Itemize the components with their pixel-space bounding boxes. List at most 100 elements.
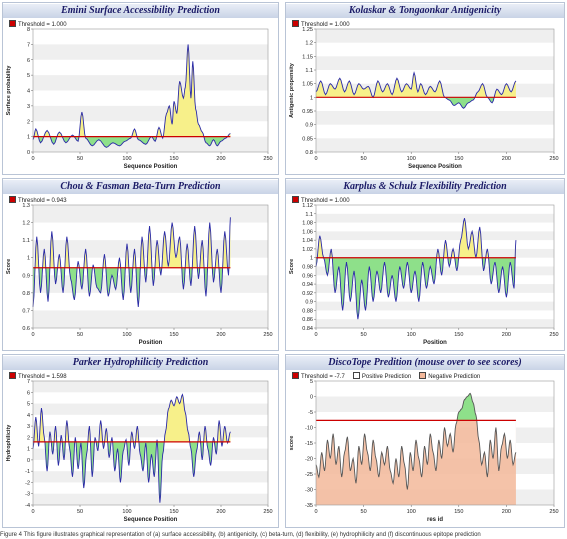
y-tick-label: 0.8 xyxy=(22,291,30,297)
x-tick-label: 100 xyxy=(122,332,131,338)
legend-item: Threshold = 1.000 xyxy=(9,20,67,28)
parker-hydrophilicity-x-axis-label: Sequence Position xyxy=(124,517,178,523)
score-line xyxy=(32,393,231,503)
x-tick-label: 150 xyxy=(454,156,463,162)
grid-band xyxy=(316,248,554,258)
legend-swatch xyxy=(292,20,299,27)
y-tick-label: 1.12 xyxy=(302,203,313,209)
above-threshold-area xyxy=(33,44,231,137)
grid-band xyxy=(316,138,554,152)
x-tick-label: 50 xyxy=(361,509,367,515)
x-tick-label: 200 xyxy=(502,156,511,162)
chou-fasman-beta-turn-x-axis-label: Position xyxy=(139,340,163,346)
legend-swatch xyxy=(9,196,16,203)
legend-label: Threshold = 1.598 xyxy=(18,374,67,380)
legend-swatch xyxy=(419,372,427,379)
y-tick-label: 0.92 xyxy=(302,291,313,297)
y-tick-label: 0.9 xyxy=(22,273,30,279)
legend-label: Threshold = 1.000 xyxy=(301,22,350,28)
y-tick-label: 1 xyxy=(27,256,30,262)
grid-band xyxy=(33,105,268,122)
emini-surface-plot: 0 50 100 150 200 250 0 1 2 3 4 5 6 7 8 Sequence Positio… xyxy=(6,27,273,170)
parker-hydrophilicity-y-axis-label: Hydrophilicity xyxy=(6,424,12,462)
positive-prediction-area xyxy=(316,393,516,421)
kolaskar-antigenicity-y-axis-label: Antigenic propensity xyxy=(289,62,295,118)
x-tick-label: 200 xyxy=(216,156,225,162)
emini-surface-panel: Emini Surface Accessibility Prediction Th… xyxy=(2,2,279,175)
y-tick-label: 5 xyxy=(27,402,30,408)
grid-band xyxy=(316,396,554,412)
below-threshold-area xyxy=(316,97,516,109)
y-tick-label: 1.1 xyxy=(305,68,313,74)
x-tick-label: 150 xyxy=(169,156,178,162)
parker-hydrophilicity-panel: Parker Hydrophilicity Prediction Threshol… xyxy=(2,354,279,528)
emini-surface-legend: Threshold = 1.000 xyxy=(9,20,75,28)
x-tick-label: 0 xyxy=(314,156,317,162)
y-tick-label: -35 xyxy=(305,503,313,509)
x-tick-label: 100 xyxy=(122,509,131,515)
karplus-schulz-flexibility-x-axis-label: Position xyxy=(423,340,447,346)
x-tick-label: 100 xyxy=(407,509,416,515)
discotope-plot: 0 50 100 150 200 250 -35 -30 -25 -20 -15 -10 -5 0 5 res… xyxy=(289,379,559,523)
y-tick-label: -20 xyxy=(305,457,313,463)
emini-surface-y-axis-label: Surface probability xyxy=(6,65,12,116)
y-tick-label: 1.15 xyxy=(302,54,313,60)
y-tick-label: 0.7 xyxy=(22,308,30,314)
grid-band xyxy=(33,275,268,293)
y-tick-label: -1 xyxy=(25,469,30,475)
score-line xyxy=(315,218,517,320)
grid-band xyxy=(316,301,554,311)
legend-label: Threshold = 0.943 xyxy=(18,198,67,204)
x-tick-label: 150 xyxy=(169,509,178,515)
y-tick-label: 1 xyxy=(310,95,313,101)
grid-band xyxy=(316,231,554,241)
grid-band xyxy=(316,56,554,70)
x-tick-label: 250 xyxy=(263,156,272,162)
y-tick-label: 1.06 xyxy=(302,229,313,235)
x-tick-label: 200 xyxy=(216,332,225,338)
y-tick-label: 2 xyxy=(27,435,30,441)
y-tick-label: 0 xyxy=(310,395,313,401)
grid-band xyxy=(33,205,268,223)
discotope-y-axis-label: score xyxy=(289,436,295,451)
y-tick-label: 4 xyxy=(27,413,30,419)
y-tick-label: 1 xyxy=(310,256,313,262)
x-tick-label: 100 xyxy=(122,156,131,162)
legend-item: Negative Prediction xyxy=(419,372,480,380)
below-threshold-area xyxy=(33,267,231,307)
chou-fasman-beta-turn-y-axis-label: Score xyxy=(6,259,12,274)
chou-fasman-beta-turn-legend: Threshold = 0.943 xyxy=(9,196,75,204)
discotope-legend: Threshold = -7.7 Positive Prediction Negat… xyxy=(292,372,488,380)
y-tick-label: 0.6 xyxy=(22,326,30,332)
below-score-area xyxy=(316,420,516,490)
legend-item: Threshold = 0.943 xyxy=(9,196,67,204)
y-tick-label: -4 xyxy=(25,503,30,509)
y-tick-label: 1.25 xyxy=(302,27,313,33)
grid-band xyxy=(316,213,554,223)
y-tick-label: 0.84 xyxy=(302,326,313,332)
plot-frame xyxy=(315,28,555,153)
plot-frame xyxy=(32,380,269,506)
legend-item: Threshold = -7.7 xyxy=(292,372,345,380)
y-tick-label: 0.88 xyxy=(302,308,313,314)
score-line xyxy=(315,71,517,109)
legend-item: Threshold = 1.000 xyxy=(292,20,350,28)
y-tick-label: -10 xyxy=(305,426,313,432)
y-tick-label: 1.02 xyxy=(302,247,313,253)
kolaskar-antigenicity-legend: Threshold = 1.000 xyxy=(292,20,358,28)
y-tick-label: 1.04 xyxy=(302,238,313,244)
y-tick-label: 5 xyxy=(310,379,313,385)
y-tick-label: 0.86 xyxy=(302,317,313,323)
y-tick-label: 1.3 xyxy=(22,203,30,209)
y-tick-label: 1 xyxy=(27,447,30,453)
discotope-title: DiscoTope Predition (mouse over to see s… xyxy=(286,356,564,370)
karplus-schulz-flexibility-title: Karplus & Schulz Flexibility Prediction xyxy=(286,180,564,194)
grid-band xyxy=(33,381,268,393)
x-tick-label: 50 xyxy=(361,332,367,338)
x-tick-label: 0 xyxy=(31,509,34,515)
legend-swatch xyxy=(292,196,299,203)
x-tick-label: 200 xyxy=(502,509,511,515)
score-line xyxy=(32,217,231,307)
grid-band xyxy=(316,29,554,43)
x-tick-label: 150 xyxy=(454,509,463,515)
